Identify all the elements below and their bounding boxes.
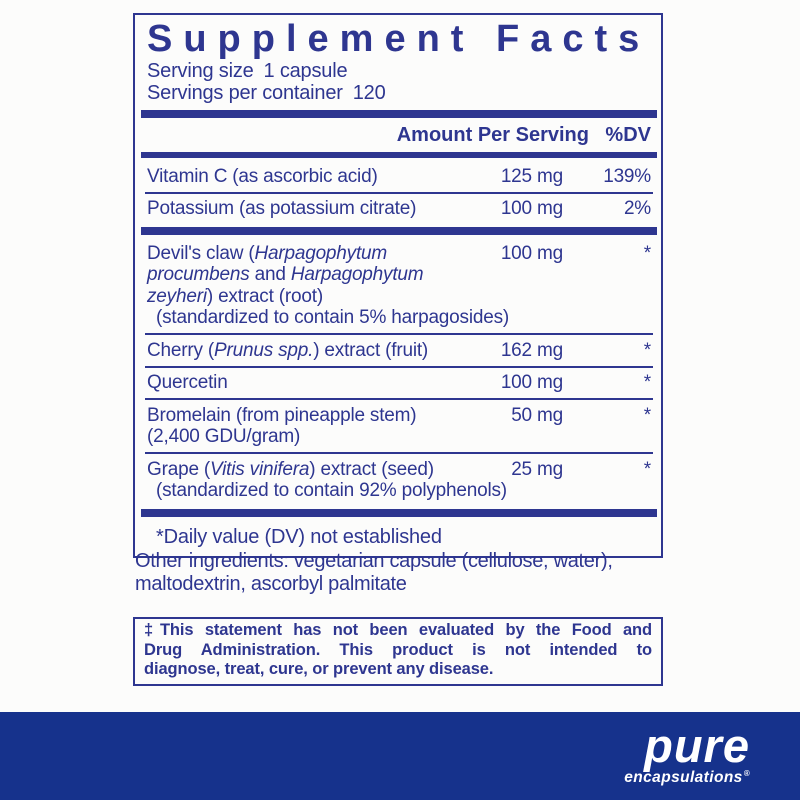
divider-thick-top xyxy=(141,110,657,118)
ingredient-text: Cherry ( xyxy=(147,339,215,361)
row-ingredient-name: Devil's claw (Harpagophytum procumbens an… xyxy=(147,243,509,329)
ingredient-line: Vitamin C (as ascorbic acid) xyxy=(147,166,468,188)
ingredient-text: and xyxy=(249,264,291,285)
row-dv-value: * xyxy=(643,458,651,480)
servings-per-container-label: Servings per container xyxy=(147,81,343,104)
row-amount: 125 mg xyxy=(500,165,563,187)
servings-per-container-value: 120 xyxy=(352,81,386,104)
row-ingredient-name: Grape (Vitis vinifera) extract (seed) (st… xyxy=(147,459,507,502)
row-dv-value: 139% xyxy=(603,165,651,187)
row-amount: 50 mg xyxy=(511,404,563,426)
supplement-facts-title: Supplement Facts xyxy=(147,19,651,60)
supplement-row: Vitamin C (as ascorbic acid) 125 mg 139% xyxy=(147,161,651,192)
ingredient-text: (standardized to contain 92% polyphenols… xyxy=(156,480,507,501)
ingredient-text: Harpagophytum xyxy=(254,242,388,264)
row-ingredient-name: Vitamin C (as ascorbic acid) xyxy=(147,166,468,188)
supplement-row: Grape (Vitis vinifera) extract (seed) (st… xyxy=(147,454,651,506)
row-divider xyxy=(141,509,657,517)
row-amount: 162 mg xyxy=(500,339,563,361)
ingredient-line: zeyheri) extract (root) xyxy=(147,286,468,308)
ingredient-text: Harpagophytum xyxy=(290,264,424,285)
registered-trademark-icon: ® xyxy=(743,769,750,778)
column-header-dv: %DV xyxy=(605,124,651,146)
ingredient-line: Devil's claw (Harpagophytum xyxy=(147,243,468,265)
ingredient-line: Grape (Vitis vinifera) extract (seed) xyxy=(147,459,468,481)
ingredient-text: ) extract (seed) xyxy=(309,458,434,480)
ingredient-text: Devil's claw ( xyxy=(147,242,255,264)
brand-name: pure xyxy=(644,719,750,772)
row-divider xyxy=(145,452,653,454)
ingredient-text: (standardized to contain 5% harpagosides… xyxy=(156,307,510,328)
supplement-row: Potassium (as potassium citrate) 100 mg 2% xyxy=(147,194,651,225)
row-divider xyxy=(145,333,653,335)
serving-size-label: Serving size xyxy=(147,60,254,82)
ingredient-line: Quercetin xyxy=(147,372,468,394)
servings-per-container-row: Servings per container 120 xyxy=(147,81,651,105)
ingredient-line: Potassium (as potassium citrate) xyxy=(147,198,468,220)
disclaimer-line: Drug Administration. This product is not… xyxy=(144,640,652,659)
fda-disclaimer: ‡This statement has not been evaluated b… xyxy=(133,617,663,686)
serving-size-row: Serving size 1 capsule xyxy=(147,60,651,83)
row-dv-value: * xyxy=(643,404,651,426)
ingredient-line: (standardized to contain 5% harpagosides… xyxy=(147,307,509,329)
ingredient-text: procumbens xyxy=(147,264,250,285)
ingredient-text: ) extract (root) xyxy=(206,285,323,307)
row-amount: 25 mg xyxy=(511,458,563,480)
brand-footer-bar: pure encapsulations® xyxy=(0,712,800,800)
table-header-row: Amount Per Serving %DV xyxy=(147,121,651,149)
divider-medium-header xyxy=(141,152,657,158)
ingredient-text: Quercetin xyxy=(147,372,228,393)
row-ingredient-name: Cherry (Prunus spp.) extract (fruit) xyxy=(147,340,468,362)
row-ingredient-name: Quercetin xyxy=(147,372,468,394)
serving-size-value: 1 capsule xyxy=(263,60,348,82)
ingredient-text: Potassium (as potassium citrate) xyxy=(147,198,417,219)
supplement-row: Devil's claw (Harpagophytum procumbens an… xyxy=(147,238,651,333)
row-ingredient-name: Bromelain (from pineapple stem) (2,400 GD… xyxy=(147,405,468,448)
brand-logo: pure encapsulations® xyxy=(624,719,750,786)
row-amount: 100 mg xyxy=(500,372,563,393)
ingredient-text: Bromelain (from pineapple stem) xyxy=(147,404,417,426)
daily-value-footnote: *Daily value (DV) not established xyxy=(156,526,442,548)
row-dv-value: * xyxy=(643,372,651,393)
ingredient-line: (2,400 GDU/gram) xyxy=(147,426,468,448)
row-ingredient-name: Potassium (as potassium citrate) xyxy=(147,198,468,220)
row-amount: 100 mg xyxy=(500,198,563,219)
row-divider xyxy=(141,227,657,235)
other-ingredients-line: Other ingredients: vegetarian capsule (c… xyxy=(135,550,613,572)
other-ingredients-line: maltodextrin, ascorbyl palmitate xyxy=(135,572,407,595)
row-dv-value: * xyxy=(643,339,651,361)
ingredient-line: Cherry (Prunus spp.) extract (fruit) xyxy=(147,340,468,362)
brand-subname-text: encapsulations xyxy=(624,769,743,786)
row-dv-value: 2% xyxy=(623,198,651,219)
disclaimer-line: diagnose, treat, cure, or prevent any di… xyxy=(144,660,494,678)
supplement-row: Bromelain (from pineapple stem) (2,400 GD… xyxy=(147,400,651,452)
supplement-row: Quercetin 100 mg * xyxy=(147,368,651,399)
ingredient-line: procumbens and Harpagophytum xyxy=(147,264,468,286)
ingredient-text: Prunus spp. xyxy=(214,339,314,361)
ingredient-text: ) extract (fruit) xyxy=(313,339,429,361)
ingredient-text: Grape ( xyxy=(147,458,211,480)
other-ingredients: Other ingredients: vegetarian capsule (c… xyxy=(135,550,675,595)
ingredient-text: Vitis vinifera xyxy=(210,458,310,480)
supplement-facts-panel: Supplement Facts Serving size 1 capsule … xyxy=(133,13,663,558)
brand-subname: encapsulations® xyxy=(624,766,750,786)
row-divider xyxy=(145,398,653,400)
supplement-row: Cherry (Prunus spp.) extract (fruit) 162 … xyxy=(147,335,651,366)
row-divider xyxy=(145,365,653,368)
row-amount: 100 mg xyxy=(500,242,563,264)
ingredient-text: Vitamin C (as ascorbic acid) xyxy=(147,165,378,187)
ingredient-line: (standardized to contain 92% polyphenols… xyxy=(147,480,507,502)
ingredient-text: zeyheri xyxy=(147,285,207,307)
supplement-table: Vitamin C (as ascorbic acid) 125 mg 139% Po… xyxy=(141,161,657,517)
row-divider xyxy=(145,191,653,194)
ingredient-text: (2,400 GDU/gram) xyxy=(147,426,301,447)
row-dv-value: * xyxy=(643,242,651,264)
column-header-amount: Amount Per Serving xyxy=(396,124,589,146)
disclaimer-line: ‡This statement has not been evaluated b… xyxy=(144,621,652,639)
ingredient-line: Bromelain (from pineapple stem) xyxy=(147,405,468,427)
